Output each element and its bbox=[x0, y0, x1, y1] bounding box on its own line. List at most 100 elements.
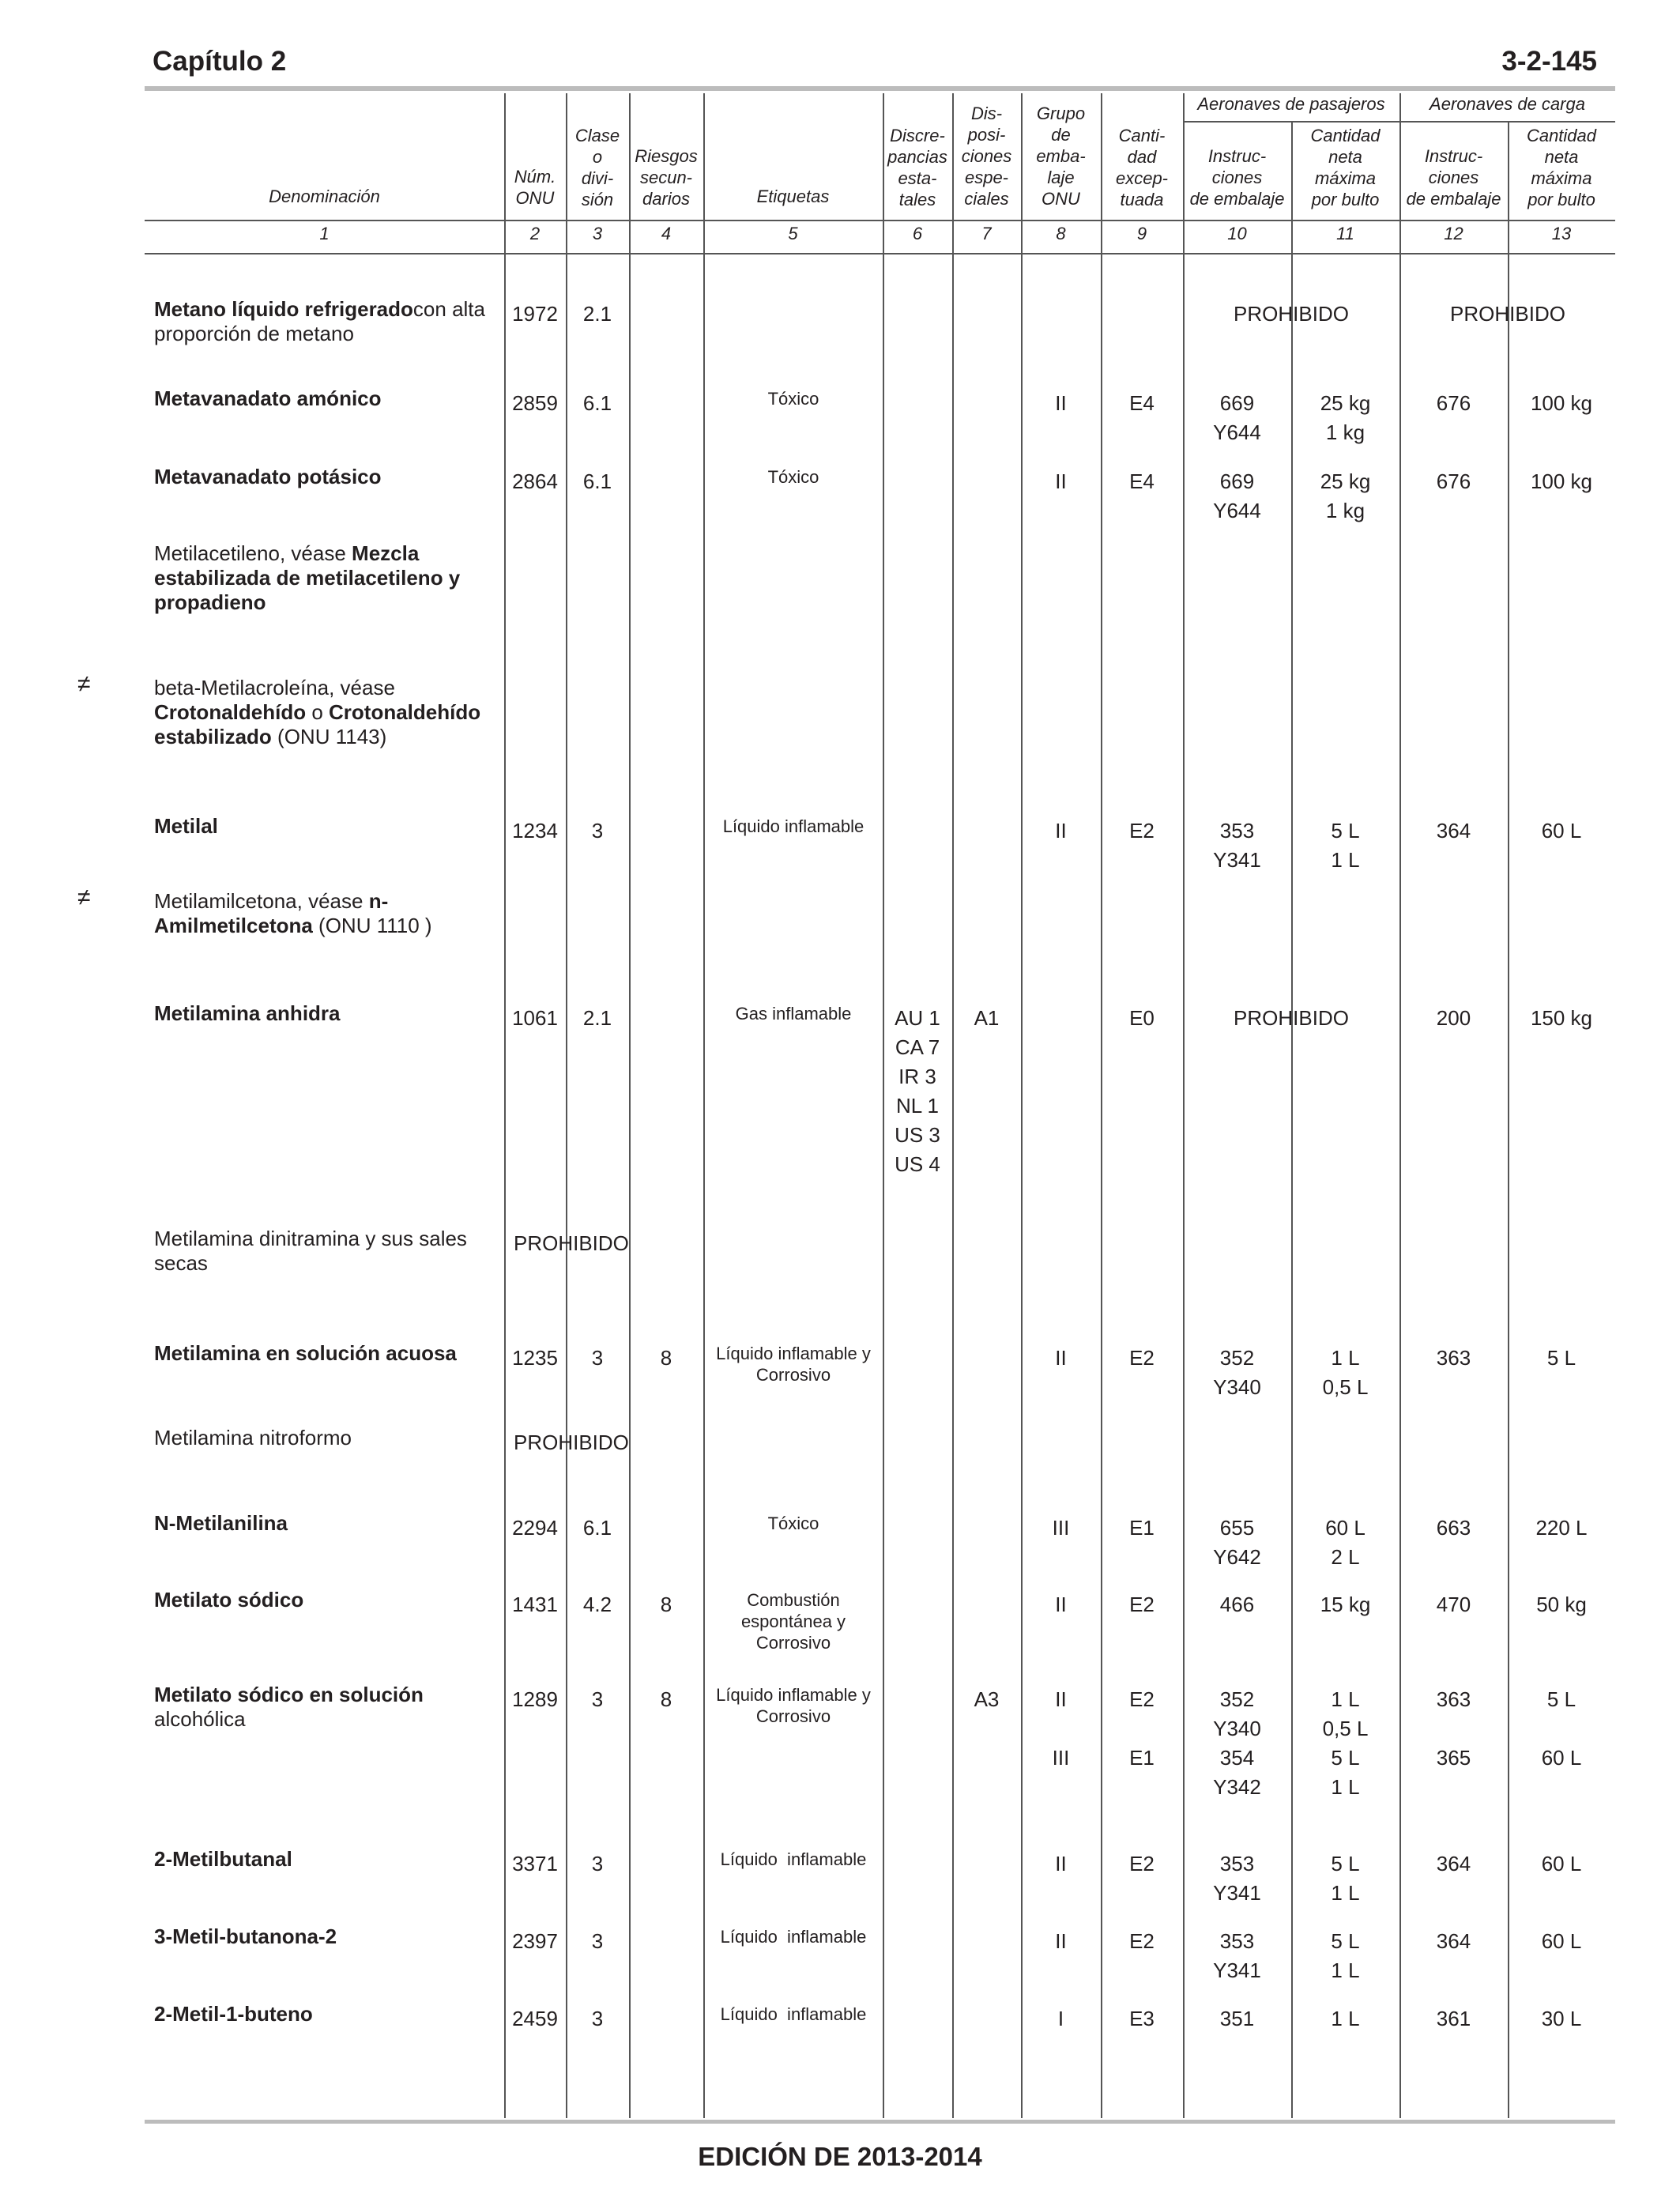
column-header: Instruc- ciones de embalaje bbox=[1189, 146, 1285, 209]
column-number: 5 bbox=[788, 224, 798, 243]
substance-name: Metilamina en solución acuosa bbox=[154, 1341, 494, 1366]
cell-exc: E2 bbox=[1129, 819, 1155, 843]
cell-grupo: II bbox=[1055, 391, 1067, 415]
cell-pass-inst: 353 Y341 bbox=[1213, 819, 1261, 872]
cell-grupo: II bbox=[1055, 1852, 1067, 1875]
name-bold-part: Metilal bbox=[154, 814, 218, 838]
cell-grupo: II bbox=[1055, 469, 1067, 493]
column-divider bbox=[629, 93, 631, 2118]
column-number: 2 bbox=[529, 224, 541, 243]
hazard-label: Líquido inflamable y Corrosivo bbox=[716, 1685, 871, 1726]
cell-exc: E2 bbox=[1129, 1929, 1155, 1953]
hazard-label: Líquido inflamable bbox=[720, 1849, 867, 1869]
cell-cargo-inst: 676 bbox=[1436, 469, 1471, 493]
substance-name: Metilato sódico en solución alcohólica bbox=[154, 1683, 494, 1732]
cell-onu: 2859 bbox=[512, 391, 558, 415]
hazard-label: Tóxico bbox=[767, 389, 819, 409]
substance-name: Metilamilcetona, véase n-Amilmetilcetona… bbox=[154, 889, 494, 938]
cell-cargo-qty: 60 L bbox=[1541, 819, 1582, 843]
cell-clase: 6.1 bbox=[582, 469, 612, 493]
cell-clase: 2.1 bbox=[582, 302, 612, 326]
column-number: 7 bbox=[981, 224, 992, 243]
cell-pass-inst: PROHIBIDO bbox=[1234, 1006, 1349, 1030]
cell-cargo-inst: 363 365 bbox=[1436, 1687, 1471, 1770]
name-bold-part: Metilato sódico bbox=[154, 1588, 304, 1612]
cell-grupo: III bbox=[1052, 1516, 1070, 1540]
column-header: Clase o divi- sión bbox=[574, 126, 620, 209]
cell-pass-inst: 466 bbox=[1219, 1593, 1255, 1616]
cell-cargo-inst: 364 bbox=[1436, 1852, 1471, 1875]
cell-exc: E0 bbox=[1129, 1006, 1155, 1030]
cell-clase: 2.1 bbox=[582, 1006, 612, 1030]
column-number: 10 bbox=[1227, 224, 1247, 243]
cell-exc: E4 bbox=[1129, 469, 1155, 493]
cell-onu: 1061 bbox=[512, 1006, 558, 1030]
cell-cargo-qty: 60 L bbox=[1541, 1929, 1582, 1953]
cell-onu: 1289 bbox=[512, 1687, 558, 1711]
column-divider bbox=[1101, 93, 1102, 2118]
cell-cargo-qty: 5 L 60 L bbox=[1541, 1687, 1582, 1770]
substance-name: 2-Metil-1-buteno bbox=[154, 2002, 494, 2026]
cell-onu: 1431 bbox=[512, 1593, 558, 1616]
cell-clase: 3 bbox=[591, 1929, 604, 1953]
substance-name: Metilamina anhidra bbox=[154, 1001, 494, 1026]
cell-cargo-inst: 676 bbox=[1436, 391, 1471, 415]
name-bold-part: Metilato sódico en solución bbox=[154, 1683, 424, 1706]
cell-grupo: II bbox=[1055, 1593, 1067, 1616]
header-divider bbox=[1183, 121, 1615, 123]
header-divider bbox=[145, 253, 1615, 254]
cell-clase: 3 bbox=[591, 1346, 604, 1370]
chapter-title: Capítulo 2 bbox=[153, 46, 287, 77]
cell-pass-inst: 353 Y341 bbox=[1213, 1929, 1261, 1982]
cell-pass-inst: 669 Y644 bbox=[1213, 391, 1261, 444]
column-header: Dis- posi- ciones espe- ciales bbox=[961, 104, 1012, 209]
cell-clase: 3 bbox=[591, 2007, 604, 2030]
cell-cargo-inst: 200 bbox=[1436, 1006, 1471, 1030]
name-bold-part: Metavanadato amónico bbox=[154, 386, 382, 410]
substance-name: Metilacetileno, véase Mezcla estabilizad… bbox=[154, 541, 494, 615]
hazard-label: Líquido inflamable bbox=[720, 1927, 867, 1947]
column-divider bbox=[1183, 93, 1185, 2118]
substance-name: beta-Metilacroleína, véase Crotonaldehíd… bbox=[154, 676, 494, 749]
cell-exc: E2 bbox=[1129, 1852, 1155, 1875]
substance-name: Metilato sódico bbox=[154, 1588, 494, 1612]
aircraft-group-header: Aeronaves de carga bbox=[1430, 94, 1585, 114]
cell-cargo-inst: 663 bbox=[1436, 1516, 1471, 1540]
page-number: 3-2-145 bbox=[1501, 46, 1597, 77]
column-number: 13 bbox=[1551, 224, 1572, 243]
name-bold-part: Mezcla estabilizada de metilacetileno y … bbox=[154, 541, 461, 614]
cell-pass-qty: 15 kg bbox=[1320, 1593, 1371, 1616]
cell-cargo-inst: 470 bbox=[1436, 1593, 1471, 1616]
cell-cargo-inst: 363 bbox=[1436, 1346, 1471, 1370]
column-number: 9 bbox=[1136, 224, 1147, 243]
name-bold-part: 2-Metilbutanal bbox=[154, 1847, 292, 1871]
column-divider bbox=[1291, 122, 1293, 2118]
name-text-part: (ONU 1110 ) bbox=[312, 914, 432, 937]
cell-cargo-qty: 150 kg bbox=[1530, 1006, 1593, 1030]
change-mark: ≠ bbox=[77, 884, 91, 910]
cell-pass-inst: 353 Y341 bbox=[1213, 1852, 1261, 1905]
cell-onu: 1235 bbox=[512, 1346, 558, 1370]
column-header: Instruc- ciones de embalaje bbox=[1406, 146, 1501, 209]
cell-riesgo: 8 bbox=[660, 1687, 672, 1711]
cell-grupo: II bbox=[1055, 1346, 1067, 1370]
column-divider bbox=[504, 93, 506, 2118]
substance-name: 2-Metilbutanal bbox=[154, 1847, 494, 1872]
edition-footer: EDICIÓN DE 2013-2014 bbox=[698, 2142, 982, 2171]
cell-onu: 2864 bbox=[512, 469, 558, 493]
cell-onu: 3371 bbox=[512, 1852, 558, 1875]
cell-riesgo: 8 bbox=[660, 1346, 672, 1370]
cell-exc: E2 bbox=[1129, 1346, 1155, 1370]
cell-pass-qty: 1 L 0,5 L 5 L 1 L bbox=[1322, 1687, 1369, 1799]
cell-onu: 1234 bbox=[512, 819, 558, 843]
cell-grupo: II bbox=[1055, 1929, 1067, 1953]
name-bold-part: n-Amilmetilcetona bbox=[154, 889, 389, 937]
cell-pass-qty: 5 L 1 L bbox=[1331, 1852, 1360, 1905]
name-bold-part: Crotonaldehído bbox=[154, 700, 307, 724]
cell-cargo-qty: 220 L bbox=[1535, 1516, 1588, 1540]
column-number: 3 bbox=[592, 224, 603, 243]
name-text-part: o bbox=[306, 700, 330, 724]
cell-clase: 3 bbox=[591, 1687, 604, 1711]
column-header: Canti- dad excep- tuada bbox=[1115, 126, 1169, 209]
cell-riesgo: 8 bbox=[660, 1593, 672, 1616]
